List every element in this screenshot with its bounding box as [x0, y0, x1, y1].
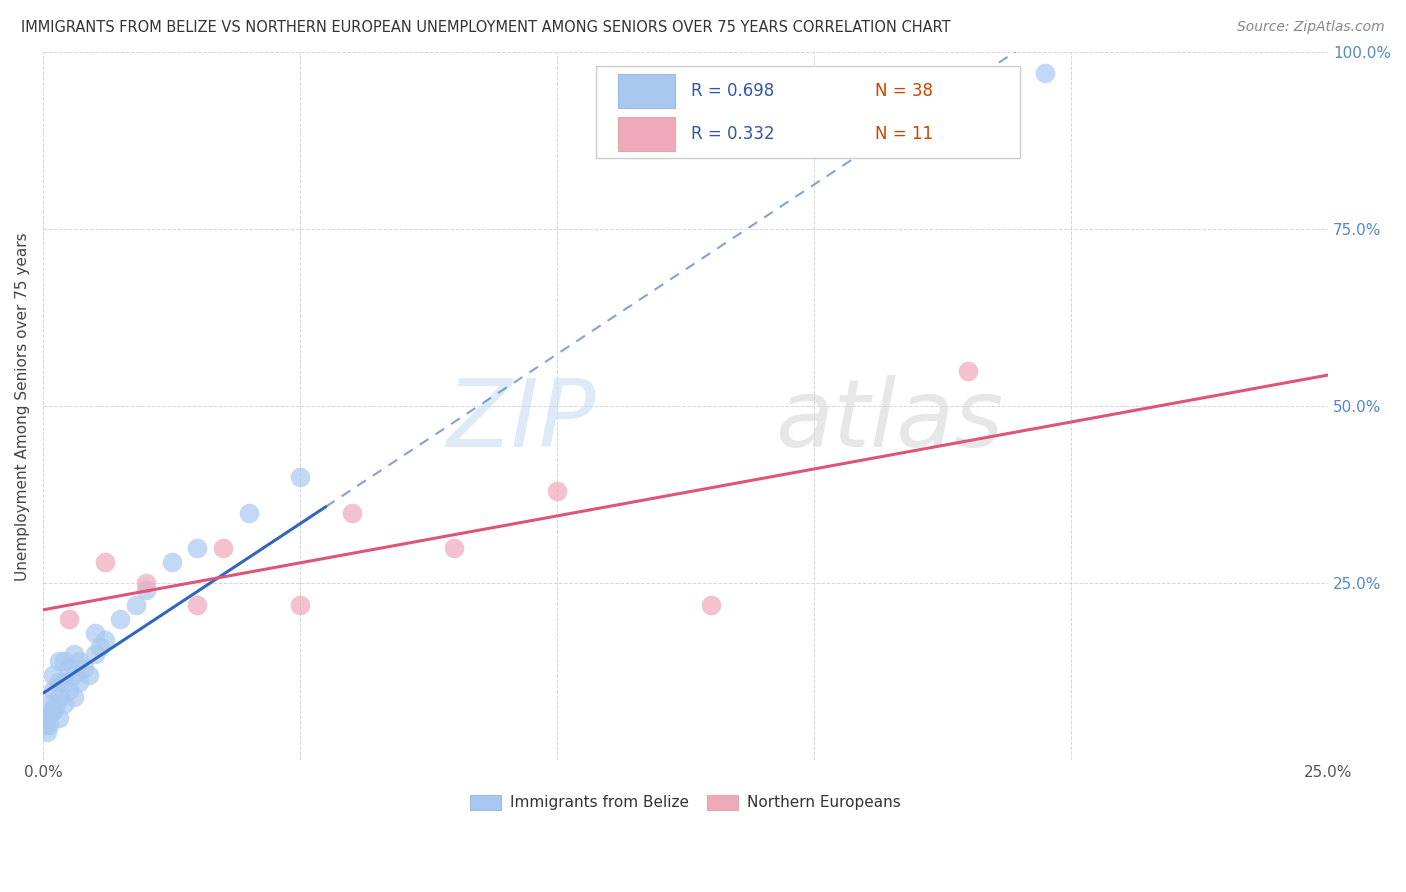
Point	[238, 506, 260, 520]
Point	[37, 711, 59, 725]
Point	[212, 541, 235, 555]
Text: atlas: atlas	[776, 375, 1004, 466]
Point	[186, 541, 208, 555]
Point	[37, 697, 59, 711]
Y-axis label: Unemployment Among Seniors over 75 years: Unemployment Among Seniors over 75 years	[15, 232, 30, 581]
Point	[35, 718, 58, 732]
Point	[63, 647, 86, 661]
Point	[39, 704, 62, 718]
Point	[700, 598, 723, 612]
Point	[38, 718, 60, 732]
FancyBboxPatch shape	[596, 66, 1019, 159]
Bar	[617, 117, 675, 151]
Text: Source: ZipAtlas.com: Source: ZipAtlas.com	[1237, 20, 1385, 34]
Point	[67, 675, 90, 690]
Point	[48, 690, 70, 704]
Point	[58, 661, 80, 675]
Text: ZIP: ZIP	[446, 375, 596, 466]
Point	[63, 668, 86, 682]
Point	[1035, 66, 1057, 80]
Text: R = 0.332: R = 0.332	[690, 125, 775, 143]
Text: N = 38: N = 38	[875, 82, 932, 100]
Point	[42, 704, 65, 718]
Point	[125, 598, 148, 612]
Text: N = 11: N = 11	[875, 125, 932, 143]
Point	[58, 612, 80, 626]
Point	[52, 654, 75, 668]
Point	[160, 555, 183, 569]
Point	[48, 654, 70, 668]
Point	[42, 682, 65, 697]
Point	[443, 541, 465, 555]
Point	[37, 725, 59, 739]
Point	[340, 506, 363, 520]
Point	[94, 555, 117, 569]
Point	[52, 675, 75, 690]
Point	[45, 697, 67, 711]
Point	[135, 576, 157, 591]
Point	[42, 668, 65, 682]
Point	[73, 661, 96, 675]
Point	[48, 675, 70, 690]
Point	[83, 626, 105, 640]
Point	[135, 583, 157, 598]
Point	[48, 711, 70, 725]
Point	[63, 690, 86, 704]
Text: R = 0.698: R = 0.698	[690, 82, 775, 100]
Point	[290, 598, 312, 612]
Point	[67, 654, 90, 668]
Text: IMMIGRANTS FROM BELIZE VS NORTHERN EUROPEAN UNEMPLOYMENT AMONG SENIORS OVER 75 Y: IMMIGRANTS FROM BELIZE VS NORTHERN EUROP…	[21, 20, 950, 35]
Point	[957, 364, 980, 378]
Point	[79, 668, 101, 682]
Point	[83, 647, 105, 661]
Point	[546, 484, 568, 499]
Point	[290, 470, 312, 484]
Point	[110, 612, 132, 626]
Point	[58, 682, 80, 697]
Point	[94, 632, 117, 647]
Legend: Immigrants from Belize, Northern Europeans: Immigrants from Belize, Northern Europea…	[464, 789, 907, 816]
Point	[186, 598, 208, 612]
Bar	[617, 74, 675, 108]
Point	[52, 697, 75, 711]
Point	[89, 640, 111, 654]
